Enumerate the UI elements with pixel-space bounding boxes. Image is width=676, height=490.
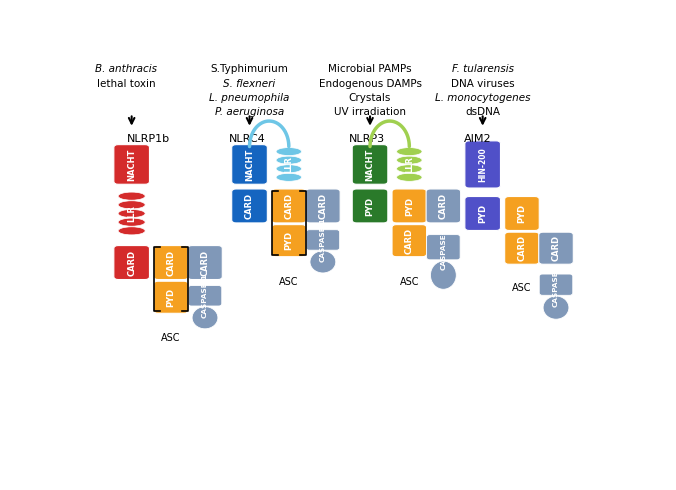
FancyBboxPatch shape <box>232 189 267 223</box>
FancyBboxPatch shape <box>426 189 460 223</box>
FancyBboxPatch shape <box>539 274 573 295</box>
FancyBboxPatch shape <box>114 245 149 279</box>
FancyBboxPatch shape <box>465 141 500 188</box>
Text: NACHT: NACHT <box>366 148 375 181</box>
Text: LLR: LLR <box>127 205 136 222</box>
Text: ASC: ASC <box>512 283 532 294</box>
FancyBboxPatch shape <box>306 189 340 223</box>
Ellipse shape <box>431 261 456 289</box>
Text: CARD: CARD <box>166 249 176 275</box>
Text: DNA viruses: DNA viruses <box>451 79 514 89</box>
Ellipse shape <box>118 218 145 226</box>
Text: CARD: CARD <box>439 193 448 219</box>
FancyBboxPatch shape <box>272 189 306 223</box>
Text: CASPASE-1: CASPASE-1 <box>202 273 208 318</box>
Ellipse shape <box>192 307 218 329</box>
Ellipse shape <box>310 251 336 273</box>
Ellipse shape <box>543 296 569 319</box>
Ellipse shape <box>118 201 145 209</box>
Ellipse shape <box>276 147 301 155</box>
Text: B. anthracis: B. anthracis <box>95 65 158 74</box>
Text: PYD: PYD <box>405 196 414 216</box>
Text: LLR: LLR <box>405 156 414 173</box>
Text: lethal toxin: lethal toxin <box>97 79 155 89</box>
Text: L. monocytogenes: L. monocytogenes <box>435 93 531 103</box>
Text: HIN-200: HIN-200 <box>478 147 487 182</box>
Text: Microbial PAMPs: Microbial PAMPs <box>329 65 412 74</box>
Text: NLRP1b: NLRP1b <box>126 134 170 144</box>
Ellipse shape <box>397 147 422 155</box>
Text: ASC: ASC <box>161 334 180 343</box>
FancyBboxPatch shape <box>392 189 427 223</box>
Text: CASPASE-1: CASPASE-1 <box>553 262 559 307</box>
Text: CARD: CARD <box>517 235 527 261</box>
Text: CARD: CARD <box>285 193 293 219</box>
Ellipse shape <box>397 173 422 181</box>
FancyBboxPatch shape <box>539 232 573 264</box>
Text: CASPASE-1: CASPASE-1 <box>440 225 446 270</box>
FancyBboxPatch shape <box>306 230 339 250</box>
Text: PYD: PYD <box>366 196 375 216</box>
Text: LLR: LLR <box>285 156 293 173</box>
Ellipse shape <box>118 192 145 200</box>
Ellipse shape <box>397 156 422 164</box>
FancyBboxPatch shape <box>114 145 149 184</box>
Text: F. tularensis: F. tularensis <box>452 65 514 74</box>
FancyBboxPatch shape <box>427 235 460 260</box>
Text: dsDNA: dsDNA <box>465 107 500 118</box>
FancyBboxPatch shape <box>352 189 388 223</box>
Text: CARD: CARD <box>318 193 327 219</box>
FancyBboxPatch shape <box>153 245 188 279</box>
Ellipse shape <box>276 165 301 173</box>
FancyBboxPatch shape <box>505 232 539 264</box>
Text: NLRC4: NLRC4 <box>228 134 265 144</box>
Text: NLRP3: NLRP3 <box>349 134 385 144</box>
Text: NACHT: NACHT <box>245 148 254 181</box>
FancyBboxPatch shape <box>272 224 306 257</box>
Text: AIM2: AIM2 <box>464 134 492 144</box>
Text: CARD: CARD <box>127 249 136 275</box>
Ellipse shape <box>118 209 145 218</box>
Text: ASC: ASC <box>400 277 419 287</box>
Text: PYD: PYD <box>166 288 176 307</box>
FancyBboxPatch shape <box>232 145 267 184</box>
Text: PYD: PYD <box>478 204 487 223</box>
Text: PYD: PYD <box>285 231 293 250</box>
Text: S. flexneri: S. flexneri <box>223 79 276 89</box>
FancyBboxPatch shape <box>153 281 188 313</box>
Text: CARD: CARD <box>201 249 210 275</box>
Text: Crystals: Crystals <box>349 93 391 103</box>
Text: P. aeruginosa: P. aeruginosa <box>215 107 284 118</box>
FancyBboxPatch shape <box>505 196 539 230</box>
Text: S.Typhimurium: S.Typhimurium <box>211 65 289 74</box>
FancyBboxPatch shape <box>188 245 222 279</box>
Text: NACHT: NACHT <box>127 148 136 181</box>
Text: L. pneumophila: L. pneumophila <box>210 93 290 103</box>
Text: CARD: CARD <box>405 227 414 254</box>
Text: Endogenous DAMPs: Endogenous DAMPs <box>318 79 422 89</box>
Text: CARD: CARD <box>245 193 254 219</box>
FancyBboxPatch shape <box>465 196 500 230</box>
Text: CARD: CARD <box>552 235 560 261</box>
Ellipse shape <box>276 156 301 164</box>
Text: CASPASE-1: CASPASE-1 <box>320 218 326 262</box>
FancyBboxPatch shape <box>392 224 427 257</box>
Ellipse shape <box>397 165 422 173</box>
FancyBboxPatch shape <box>188 286 222 306</box>
Ellipse shape <box>118 227 145 235</box>
Text: ASC: ASC <box>279 277 299 287</box>
Text: UV irradiation: UV irradiation <box>334 107 406 118</box>
Text: PYD: PYD <box>517 204 527 223</box>
FancyBboxPatch shape <box>352 145 388 184</box>
Ellipse shape <box>276 173 301 181</box>
